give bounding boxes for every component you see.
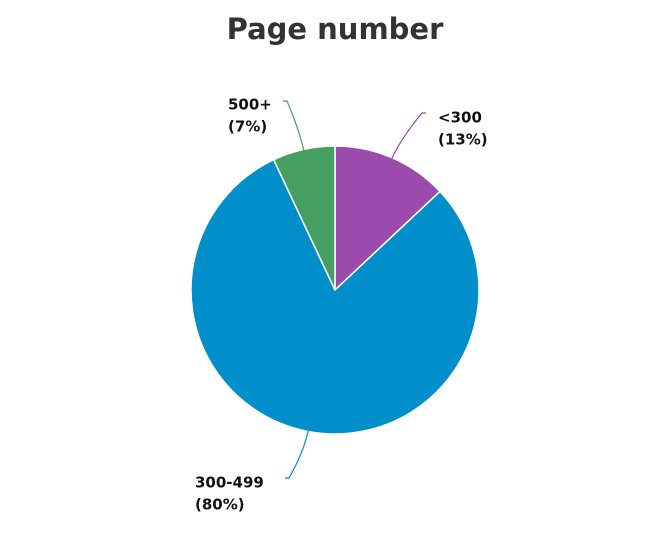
leader-line bbox=[283, 100, 305, 152]
slice-label: <300 bbox=[438, 109, 482, 127]
slice-value-label: (13%) bbox=[438, 131, 488, 149]
chart-title: Page number bbox=[227, 12, 445, 46]
slice-label: 500+ bbox=[228, 96, 272, 114]
slice-label: 300-499 bbox=[195, 474, 264, 492]
slice-value-label: (80%) bbox=[195, 496, 245, 514]
slice-value-label: (7%) bbox=[228, 118, 267, 136]
leader-line bbox=[390, 112, 426, 160]
leader-line bbox=[285, 429, 309, 479]
